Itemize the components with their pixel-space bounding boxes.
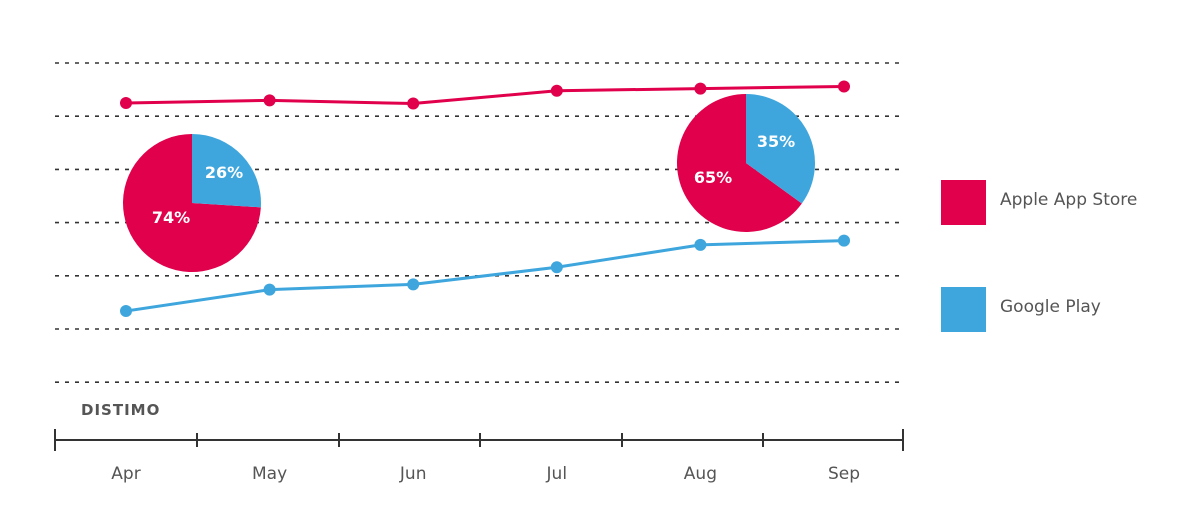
pie-slice-apple [677,94,802,233]
pie-slice-google [746,94,815,204]
data-point [263,94,276,107]
pie-slice-label: 65% [694,168,732,187]
data-point [838,234,850,247]
pie-slice-label: 26% [205,163,243,182]
data-point [263,283,276,296]
series-line-0 [125,84,845,106]
x-axis: Apr May Jun Jul Aug Sep [54,429,904,484]
x-tick-label: Jul [546,464,568,484]
series-line-1 [125,239,845,313]
pie-slice-label: 35% [757,132,795,151]
data-point [694,238,707,251]
data-point [550,261,563,274]
legend-label-apple: Apple App Store [1000,190,1138,210]
data-point [407,278,420,291]
x-tick-label: May [252,464,287,484]
legend-swatch-google [941,287,986,332]
legend-item-apple: Apple App Store [941,180,1181,226]
pie-slice-label: 74% [152,208,190,227]
series-lines [120,80,850,317]
x-tick-label: Sep [828,464,860,484]
x-tick-label: Jun [399,464,427,484]
legend-item-google: Google Play [941,287,1181,333]
pie-slice-apple [122,134,261,272]
data-point [550,84,563,97]
data-point [407,97,420,110]
x-tick-label: Apr [111,464,140,484]
legend-swatch-apple [941,180,986,225]
pie-charts: 74% 26% 65% 35% [122,94,815,272]
data-point [694,82,707,95]
data-point [838,80,850,93]
data-point [120,97,132,109]
brand-logo-text: DISTIMO [81,401,161,419]
x-tick-label: Aug [684,464,717,484]
data-point [120,305,132,317]
legend-label-google: Google Play [1000,297,1101,317]
pie-slice-google [192,134,261,208]
